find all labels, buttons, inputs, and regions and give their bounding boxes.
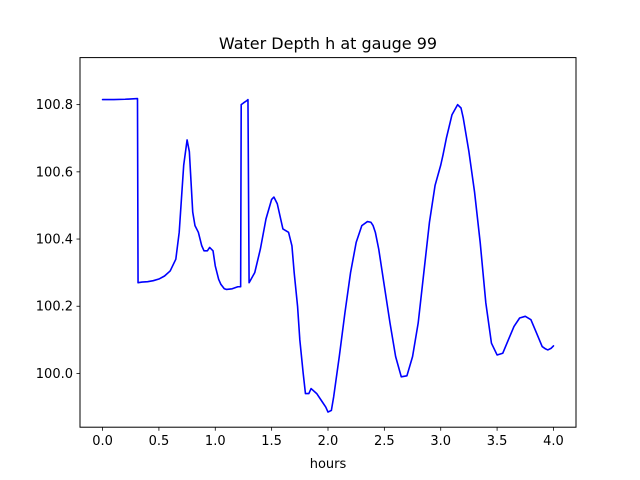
y-tick-label: 100.0 [36,367,73,382]
x-tick-label: 1.5 [261,434,282,449]
x-tick-label: 3.5 [487,434,508,449]
plot-background [80,57,576,428]
x-tick-label: 2.0 [318,434,339,449]
plot-area [79,57,577,428]
x-tick-label: 3.0 [430,434,451,449]
y-tick-label: 100.6 [36,165,73,180]
x-tick-label: 2.5 [374,434,395,449]
y-axis: 100.0 100.2 100.4 100.6 100.8 [36,98,80,382]
x-axis-label: hours [310,457,347,472]
series-line-0 [101,97,555,413]
x-axis: 0.0 0.5 1.0 1.5 2.0 2.5 3.0 3.5 4.0 [92,427,564,449]
series-layer [101,97,555,413]
x-tick-label: 4.0 [543,434,564,449]
x-tick-label: 1.0 [205,434,226,449]
y-tick-label: 100.4 [36,233,73,248]
y-tick-label: 100.8 [36,98,73,113]
chart-title: Water Depth h at gauge 99 [219,34,437,53]
x-tick-label: 0.5 [149,434,170,449]
y-tick-label: 100.2 [36,300,73,315]
x-tick-label: 0.0 [92,434,113,449]
